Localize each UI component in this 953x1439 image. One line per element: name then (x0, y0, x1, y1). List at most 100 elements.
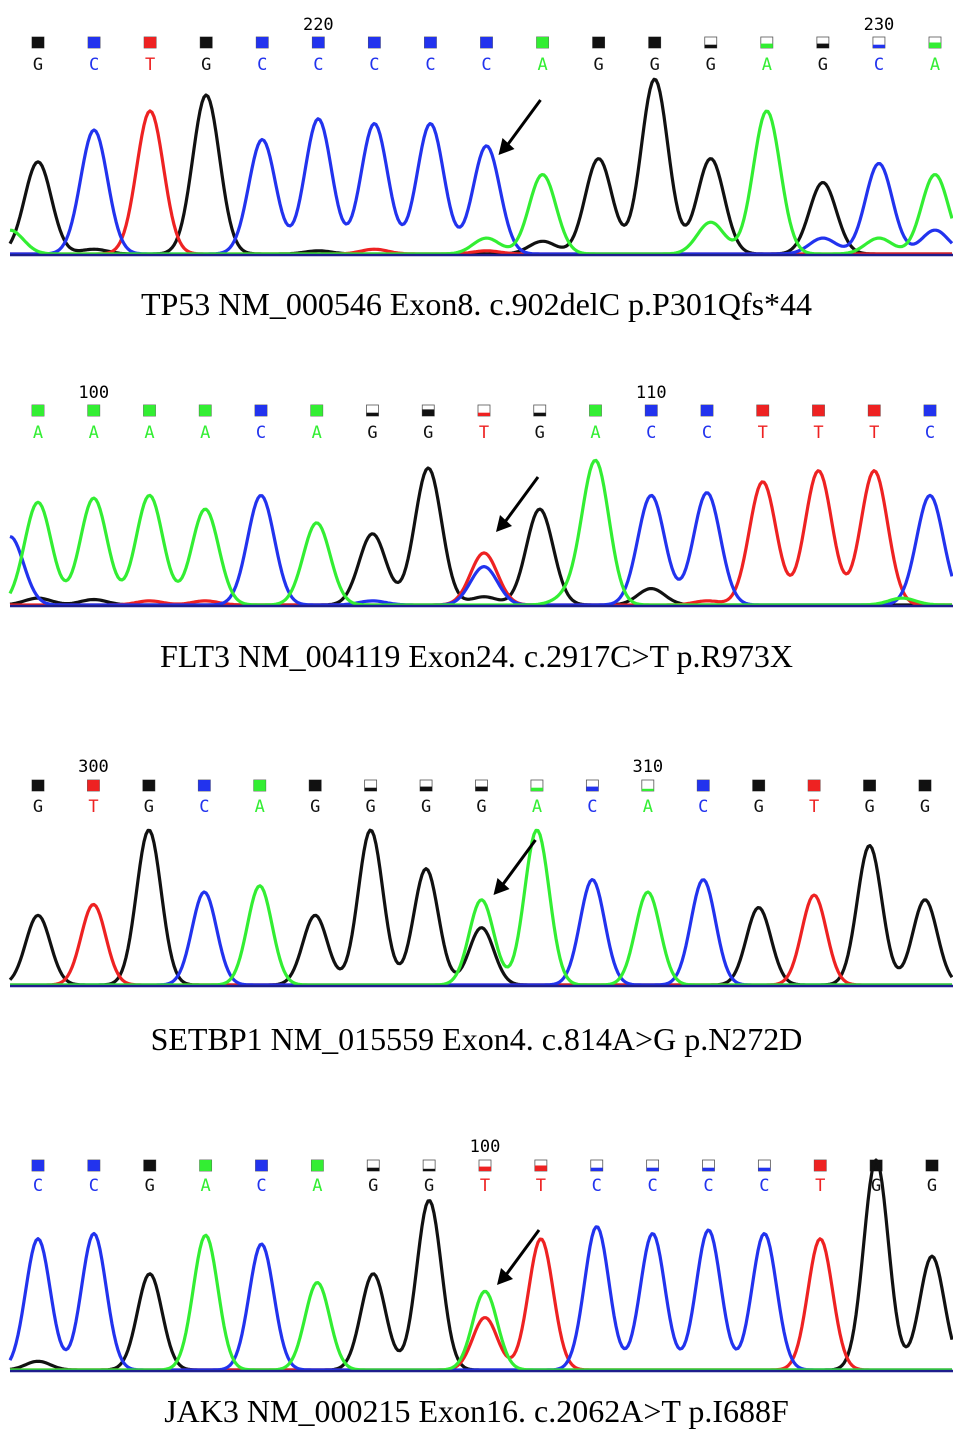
chromatogram-flt3: A A A A C A G G T G A C C T T T C 100 110 (8, 383, 953, 608)
quality-fill (586, 786, 599, 791)
chromatogram-panel-flt3: A A A A C A G G T G A C C T T T C 100 110 FLT3 NM_004119 E… (0, 370, 953, 710)
mutation-arrow (497, 1229, 541, 1285)
quality-fill (704, 44, 717, 48)
mutation-caption-flt3: FLT3 NM_004119 Exon24. c.2917C>T p.R973X (160, 638, 793, 674)
base-call-C: C (256, 423, 266, 443)
quality-fill (536, 37, 549, 48)
base-call-C: C (369, 55, 379, 75)
trace-T (10, 109, 952, 256)
quality-fill (144, 37, 157, 48)
trace-A (10, 828, 952, 987)
base-call-C: C (89, 55, 99, 75)
base-call-C: C (256, 1176, 266, 1196)
base-call-G: G (706, 55, 716, 75)
trace-G (8, 828, 953, 987)
quality-fill (589, 405, 602, 416)
quality-fill (143, 1160, 156, 1171)
chromatogram-panel-tp53: G C T G C C C C C A G G G A G C A 220 230 TP53 NM_000546 E… (0, 0, 953, 345)
base-call-G: G (368, 1176, 378, 1196)
chromatogram-jak3: C C G A C A G G T T C C C C T G G 100 (8, 1137, 953, 1373)
mutation-caption-tp53: TP53 NM_000546 Exon8. c.902delC p.P301Qf… (140, 286, 813, 322)
trace-A (9, 109, 953, 256)
chromatogram-setbp1: G T G C A G G G G A C A C G T G G 300 310 (8, 757, 953, 988)
quality-fill (480, 37, 493, 48)
quality-fill (590, 1167, 603, 1171)
quality-fill (533, 412, 546, 416)
base-call-C: C (648, 1176, 658, 1196)
quality-fill (32, 780, 44, 791)
base-call-C: C (698, 797, 708, 817)
quality-fill (648, 37, 661, 48)
base-call-A: A (89, 423, 99, 443)
quality-fill (926, 1160, 938, 1171)
quality-fill (646, 1167, 659, 1171)
base-call-T: T (758, 423, 768, 443)
quality-fill (592, 37, 605, 48)
base-call-C: C (592, 1176, 602, 1196)
quality-fill (814, 1160, 827, 1171)
base-call-G: G (201, 55, 211, 75)
quality-fill (929, 42, 941, 48)
position-label: 110 (636, 383, 667, 403)
base-call-A: A (643, 797, 653, 817)
quality-fill (198, 780, 211, 791)
quality-fill (872, 44, 885, 48)
quality-fill (641, 788, 654, 791)
quality-fill (424, 37, 437, 48)
quality-fill (816, 43, 829, 48)
mutation-caption-setbp1: SETBP1 NM_015559 Exon4. c.814A>G p.N272D (150, 1021, 803, 1057)
position-label: 300 (78, 757, 109, 777)
base-call-A: A (930, 55, 940, 75)
base-call-C: C (925, 423, 935, 443)
quality-fill (255, 1160, 268, 1171)
base-call-A: A (200, 423, 210, 443)
chromatogram-panel-setbp1: G T G C A G G G G A C A C G T G G 300 310 SETBP1 NM_015559… (0, 745, 953, 1075)
quality-fill (420, 786, 433, 791)
mutation-arrow (496, 476, 540, 532)
quality-fill (530, 787, 543, 791)
quality-fill (364, 787, 377, 791)
base-call-T: T (480, 1176, 490, 1196)
mutation-arrow (493, 839, 537, 895)
trace-C (10, 878, 952, 987)
position-label: 220 (303, 15, 334, 35)
trace-C (10, 117, 953, 256)
base-call-A: A (312, 423, 322, 443)
base-call-C: C (703, 1176, 713, 1196)
quality-fill (87, 405, 100, 416)
quality-fill (310, 405, 323, 416)
base-call-G: G (818, 55, 828, 75)
quality-fill (870, 1160, 883, 1171)
base-call-T: T (813, 423, 823, 443)
quality-fill (88, 37, 101, 48)
base-call-C: C (874, 55, 884, 75)
base-call-T: T (536, 1176, 546, 1196)
base-call-G: G (920, 797, 930, 817)
base-call-C: C (89, 1176, 99, 1196)
base-call-A: A (144, 423, 154, 443)
quality-fill (701, 405, 713, 416)
base-call-G: G (424, 1176, 434, 1196)
base-call-G: G (754, 797, 764, 817)
quality-fill (422, 409, 435, 416)
quality-fill (479, 1166, 491, 1171)
quality-fill (863, 780, 876, 791)
quality-fill (697, 780, 710, 791)
quality-fill (756, 405, 769, 416)
mutation-caption-jak3: JAK3 NM_000215 Exon16. c.2062A>T p.I688F (164, 1393, 789, 1429)
base-call-T: T (88, 797, 98, 817)
base-call-T: T (809, 797, 819, 817)
quality-fill (645, 405, 658, 416)
base-call-G: G (871, 1176, 881, 1196)
position-label: 100 (470, 1137, 501, 1157)
quality-fill (311, 1160, 324, 1171)
base-call-G: G (476, 797, 486, 817)
base-call-G: G (310, 797, 320, 817)
quality-fill (199, 405, 212, 416)
quality-fill (312, 37, 325, 48)
base-call-G: G (144, 797, 154, 817)
quality-fill (367, 1167, 380, 1171)
base-call-G: G (423, 423, 433, 443)
base-call-G: G (33, 55, 43, 75)
quality-fill (478, 412, 490, 416)
